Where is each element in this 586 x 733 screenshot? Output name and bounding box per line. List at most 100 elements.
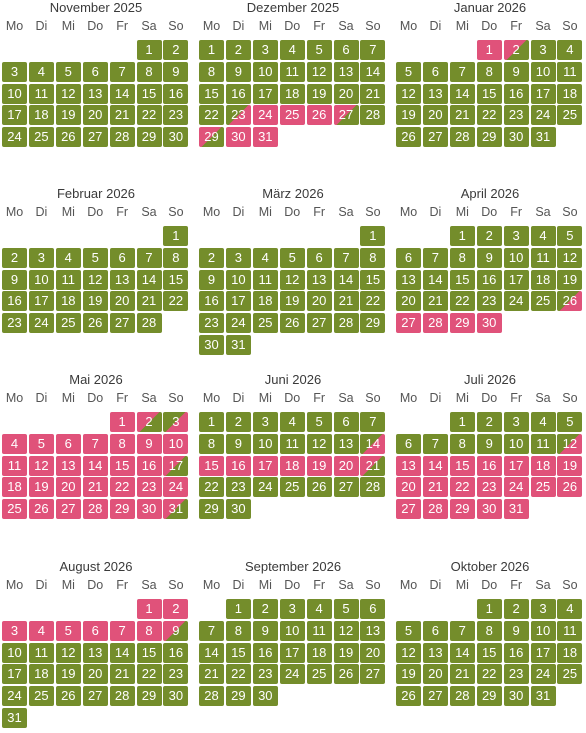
- calendar-day[interactable]: 1: [449, 226, 475, 246]
- calendar-day[interactable]: 12: [396, 83, 421, 104]
- calendar-day[interactable]: 27: [82, 686, 108, 707]
- calendar-day[interactable]: 4: [28, 620, 54, 641]
- calendar-day[interactable]: 16: [163, 642, 189, 663]
- calendar-day[interactable]: 7: [449, 620, 475, 641]
- calendar-day[interactable]: 15: [225, 642, 251, 663]
- calendar-day[interactable]: 7: [109, 620, 135, 641]
- calendar-day[interactable]: 27: [333, 477, 359, 498]
- calendar-day[interactable]: 27: [422, 127, 448, 148]
- calendar-day[interactable]: 21: [360, 83, 386, 104]
- calendar-day[interactable]: 24: [163, 477, 189, 498]
- calendar-day[interactable]: 13: [82, 642, 108, 663]
- calendar-day[interactable]: 15: [476, 83, 502, 104]
- calendar-day[interactable]: 24: [252, 477, 278, 498]
- calendar-day[interactable]: 4: [279, 412, 305, 432]
- calendar-day[interactable]: 13: [396, 455, 421, 476]
- calendar-day[interactable]: 23: [163, 664, 189, 685]
- calendar-day[interactable]: 3: [2, 620, 27, 641]
- calendar-day[interactable]: 2: [199, 247, 224, 268]
- calendar-day[interactable]: 28: [82, 499, 108, 520]
- calendar-day[interactable]: 12: [306, 433, 332, 454]
- calendar-day[interactable]: 15: [163, 269, 189, 290]
- calendar-day[interactable]: 22: [136, 105, 162, 126]
- calendar-day[interactable]: 7: [199, 620, 224, 641]
- calendar-day[interactable]: 21: [360, 455, 386, 476]
- calendar-day[interactable]: 12: [306, 61, 332, 82]
- calendar-day[interactable]: 26: [557, 477, 583, 498]
- calendar-day[interactable]: 30: [136, 499, 162, 520]
- calendar-day[interactable]: 28: [136, 313, 162, 334]
- calendar-day[interactable]: 27: [306, 313, 332, 334]
- calendar-day[interactable]: 25: [306, 664, 332, 685]
- calendar-day[interactable]: 22: [449, 477, 475, 498]
- calendar-day[interactable]: 4: [2, 433, 27, 454]
- calendar-day[interactable]: 11: [2, 455, 27, 476]
- calendar-day[interactable]: 27: [396, 313, 421, 334]
- calendar-day[interactable]: 22: [476, 664, 502, 685]
- calendar-day[interactable]: 31: [2, 708, 27, 728]
- calendar-day[interactable]: 5: [557, 226, 583, 246]
- calendar-day[interactable]: 12: [82, 269, 108, 290]
- calendar-day[interactable]: 8: [163, 247, 189, 268]
- calendar-day[interactable]: 30: [503, 686, 529, 707]
- calendar-day[interactable]: 19: [333, 642, 359, 663]
- calendar-day[interactable]: 26: [279, 313, 305, 334]
- calendar-day[interactable]: 18: [252, 291, 278, 312]
- calendar-day[interactable]: 4: [28, 61, 54, 82]
- calendar-day[interactable]: 2: [163, 599, 189, 619]
- calendar-day[interactable]: 2: [2, 247, 27, 268]
- calendar-day[interactable]: 1: [163, 226, 189, 246]
- calendar-day[interactable]: 1: [199, 40, 224, 60]
- calendar-day[interactable]: 13: [82, 83, 108, 104]
- calendar-day[interactable]: 25: [28, 686, 54, 707]
- calendar-day[interactable]: 2: [225, 412, 251, 432]
- calendar-day[interactable]: 26: [396, 686, 421, 707]
- calendar-day[interactable]: 16: [252, 642, 278, 663]
- calendar-day[interactable]: 5: [333, 599, 359, 619]
- calendar-day[interactable]: 30: [163, 127, 189, 148]
- calendar-day[interactable]: 17: [503, 269, 529, 290]
- calendar-day[interactable]: 15: [449, 269, 475, 290]
- calendar-day[interactable]: 26: [55, 686, 81, 707]
- calendar-day[interactable]: 10: [28, 269, 54, 290]
- calendar-day[interactable]: 28: [422, 313, 448, 334]
- calendar-day[interactable]: 7: [360, 412, 386, 432]
- calendar-day[interactable]: 10: [279, 620, 305, 641]
- calendar-day[interactable]: 20: [422, 664, 448, 685]
- calendar-day[interactable]: 2: [225, 40, 251, 60]
- calendar-day[interactable]: 8: [199, 433, 224, 454]
- calendar-day[interactable]: 19: [306, 455, 332, 476]
- calendar-day[interactable]: 7: [360, 40, 386, 60]
- calendar-day[interactable]: 23: [225, 105, 251, 126]
- calendar-day[interactable]: 17: [530, 642, 556, 663]
- calendar-day[interactable]: 3: [28, 247, 54, 268]
- calendar-day[interactable]: 24: [530, 664, 556, 685]
- calendar-day[interactable]: 13: [306, 269, 332, 290]
- calendar-day[interactable]: 21: [109, 664, 135, 685]
- calendar-day[interactable]: 24: [225, 313, 251, 334]
- calendar-day[interactable]: 11: [279, 61, 305, 82]
- calendar-day[interactable]: 2: [503, 599, 529, 619]
- calendar-day[interactable]: 15: [109, 455, 135, 476]
- calendar-day[interactable]: 14: [136, 269, 162, 290]
- calendar-day[interactable]: 14: [360, 61, 386, 82]
- calendar-day[interactable]: 6: [396, 433, 421, 454]
- calendar-day[interactable]: 22: [225, 664, 251, 685]
- calendar-day[interactable]: 14: [109, 642, 135, 663]
- calendar-day[interactable]: 31: [225, 335, 251, 355]
- calendar-day[interactable]: 21: [136, 291, 162, 312]
- calendar-day[interactable]: 6: [55, 433, 81, 454]
- calendar-day[interactable]: 28: [422, 499, 448, 520]
- calendar-day[interactable]: 24: [252, 105, 278, 126]
- calendar-day[interactable]: 19: [279, 291, 305, 312]
- calendar-day[interactable]: 8: [225, 620, 251, 641]
- calendar-day[interactable]: 13: [109, 269, 135, 290]
- calendar-day[interactable]: 28: [109, 127, 135, 148]
- calendar-day[interactable]: 28: [360, 105, 386, 126]
- calendar-day[interactable]: 23: [225, 477, 251, 498]
- calendar-day[interactable]: 5: [28, 433, 54, 454]
- calendar-day[interactable]: 25: [530, 477, 556, 498]
- calendar-day[interactable]: 12: [557, 433, 583, 454]
- calendar-day[interactable]: 23: [503, 664, 529, 685]
- calendar-day[interactable]: 9: [476, 247, 502, 268]
